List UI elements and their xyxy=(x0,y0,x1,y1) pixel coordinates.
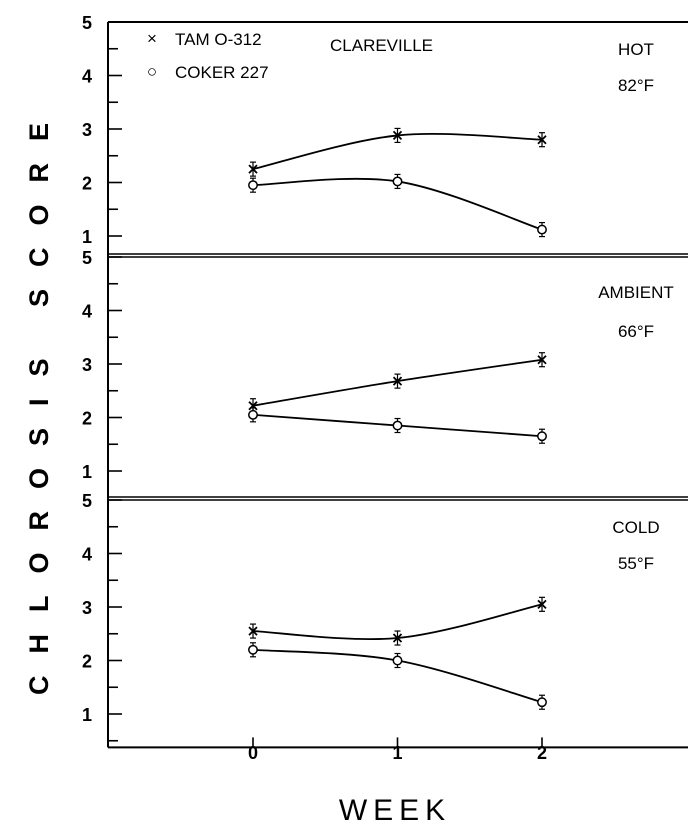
location-label: CLAREVILLE xyxy=(330,36,433,55)
x-axis: 0 1 2 xyxy=(248,737,547,763)
data-point-circle-marker xyxy=(537,431,547,442)
panel-condition-label: HOT xyxy=(618,40,654,59)
data-point-x-marker xyxy=(248,164,258,174)
plot-frame xyxy=(107,21,688,749)
data-point-circle-marker xyxy=(537,697,547,708)
y-tick-label: 1 xyxy=(82,462,92,482)
panel-hot: 5 4 3 2 1 HOT 82°F xyxy=(82,13,688,258)
y-tick-label: 3 xyxy=(82,355,92,375)
y-tick-label: 2 xyxy=(82,652,92,672)
data-point-x-marker xyxy=(392,376,403,386)
y-axis-label: CHLOROSIS SCORE xyxy=(24,101,54,695)
y-tick-label: 1 xyxy=(82,227,92,247)
legend: × TAM O-312 ○ COKER 227 CLAREVILLE xyxy=(147,29,433,82)
panel-temperature-label: 55°F xyxy=(618,554,654,573)
data-point-circle-marker xyxy=(392,420,403,431)
x-tick-label: 1 xyxy=(392,743,402,763)
y-tick-label: 3 xyxy=(82,120,92,140)
y-tick-label: 5 xyxy=(82,248,92,268)
legend-x-marker: × xyxy=(147,29,157,48)
data-point-circle-marker xyxy=(392,176,403,187)
data-point-circle-marker xyxy=(248,180,258,191)
y-tick-label: 4 xyxy=(82,545,92,565)
data-point-circle-marker xyxy=(392,655,403,666)
y-tick-label: 1 xyxy=(82,705,92,725)
legend-entry-label: TAM O-312 xyxy=(175,30,262,49)
y-tick-label: 2 xyxy=(82,174,92,194)
data-point-x-marker xyxy=(537,355,547,365)
panel-condition-label: COLD xyxy=(612,518,659,537)
panel-temperature-label: 82°F xyxy=(618,76,654,95)
y-tick-label: 2 xyxy=(82,409,92,429)
data-point-circle-marker xyxy=(248,644,258,655)
y-tick-label: 5 xyxy=(82,491,92,511)
chart-panels: 5 4 3 2 1 HOT 82°F 5 4 3 2 1 AMBIENT 66°F 5 4 3 2 1 COLD 55°… xyxy=(82,13,688,742)
x-tick-label: 0 xyxy=(248,743,258,763)
x-tick-label: 2 xyxy=(537,743,547,763)
data-point-x-marker xyxy=(537,135,547,145)
data-point-x-marker xyxy=(392,633,403,643)
y-tick-label: 3 xyxy=(82,598,92,618)
data-point-circle-marker xyxy=(248,409,258,420)
y-tick-label: 4 xyxy=(82,67,92,87)
x-axis-label: WEEK xyxy=(339,794,451,827)
y-tick-label: 5 xyxy=(82,13,92,33)
data-point-x-marker xyxy=(392,130,403,141)
data-point-circle-marker xyxy=(537,224,547,235)
y-tick-label: 4 xyxy=(82,302,92,322)
panel-condition-label: AMBIENT xyxy=(598,283,674,302)
data-point-x-marker xyxy=(248,626,258,636)
panel-ambient: 5 4 3 2 1 AMBIENT 66°F xyxy=(82,248,688,501)
legend-entry-label: COKER 227 xyxy=(175,63,269,82)
panel-cold: 5 4 3 2 1 COLD 55°F xyxy=(82,491,660,742)
data-point-x-marker xyxy=(537,599,547,609)
legend-circle-marker: ○ xyxy=(147,62,157,81)
panel-temperature-label: 66°F xyxy=(618,322,654,341)
